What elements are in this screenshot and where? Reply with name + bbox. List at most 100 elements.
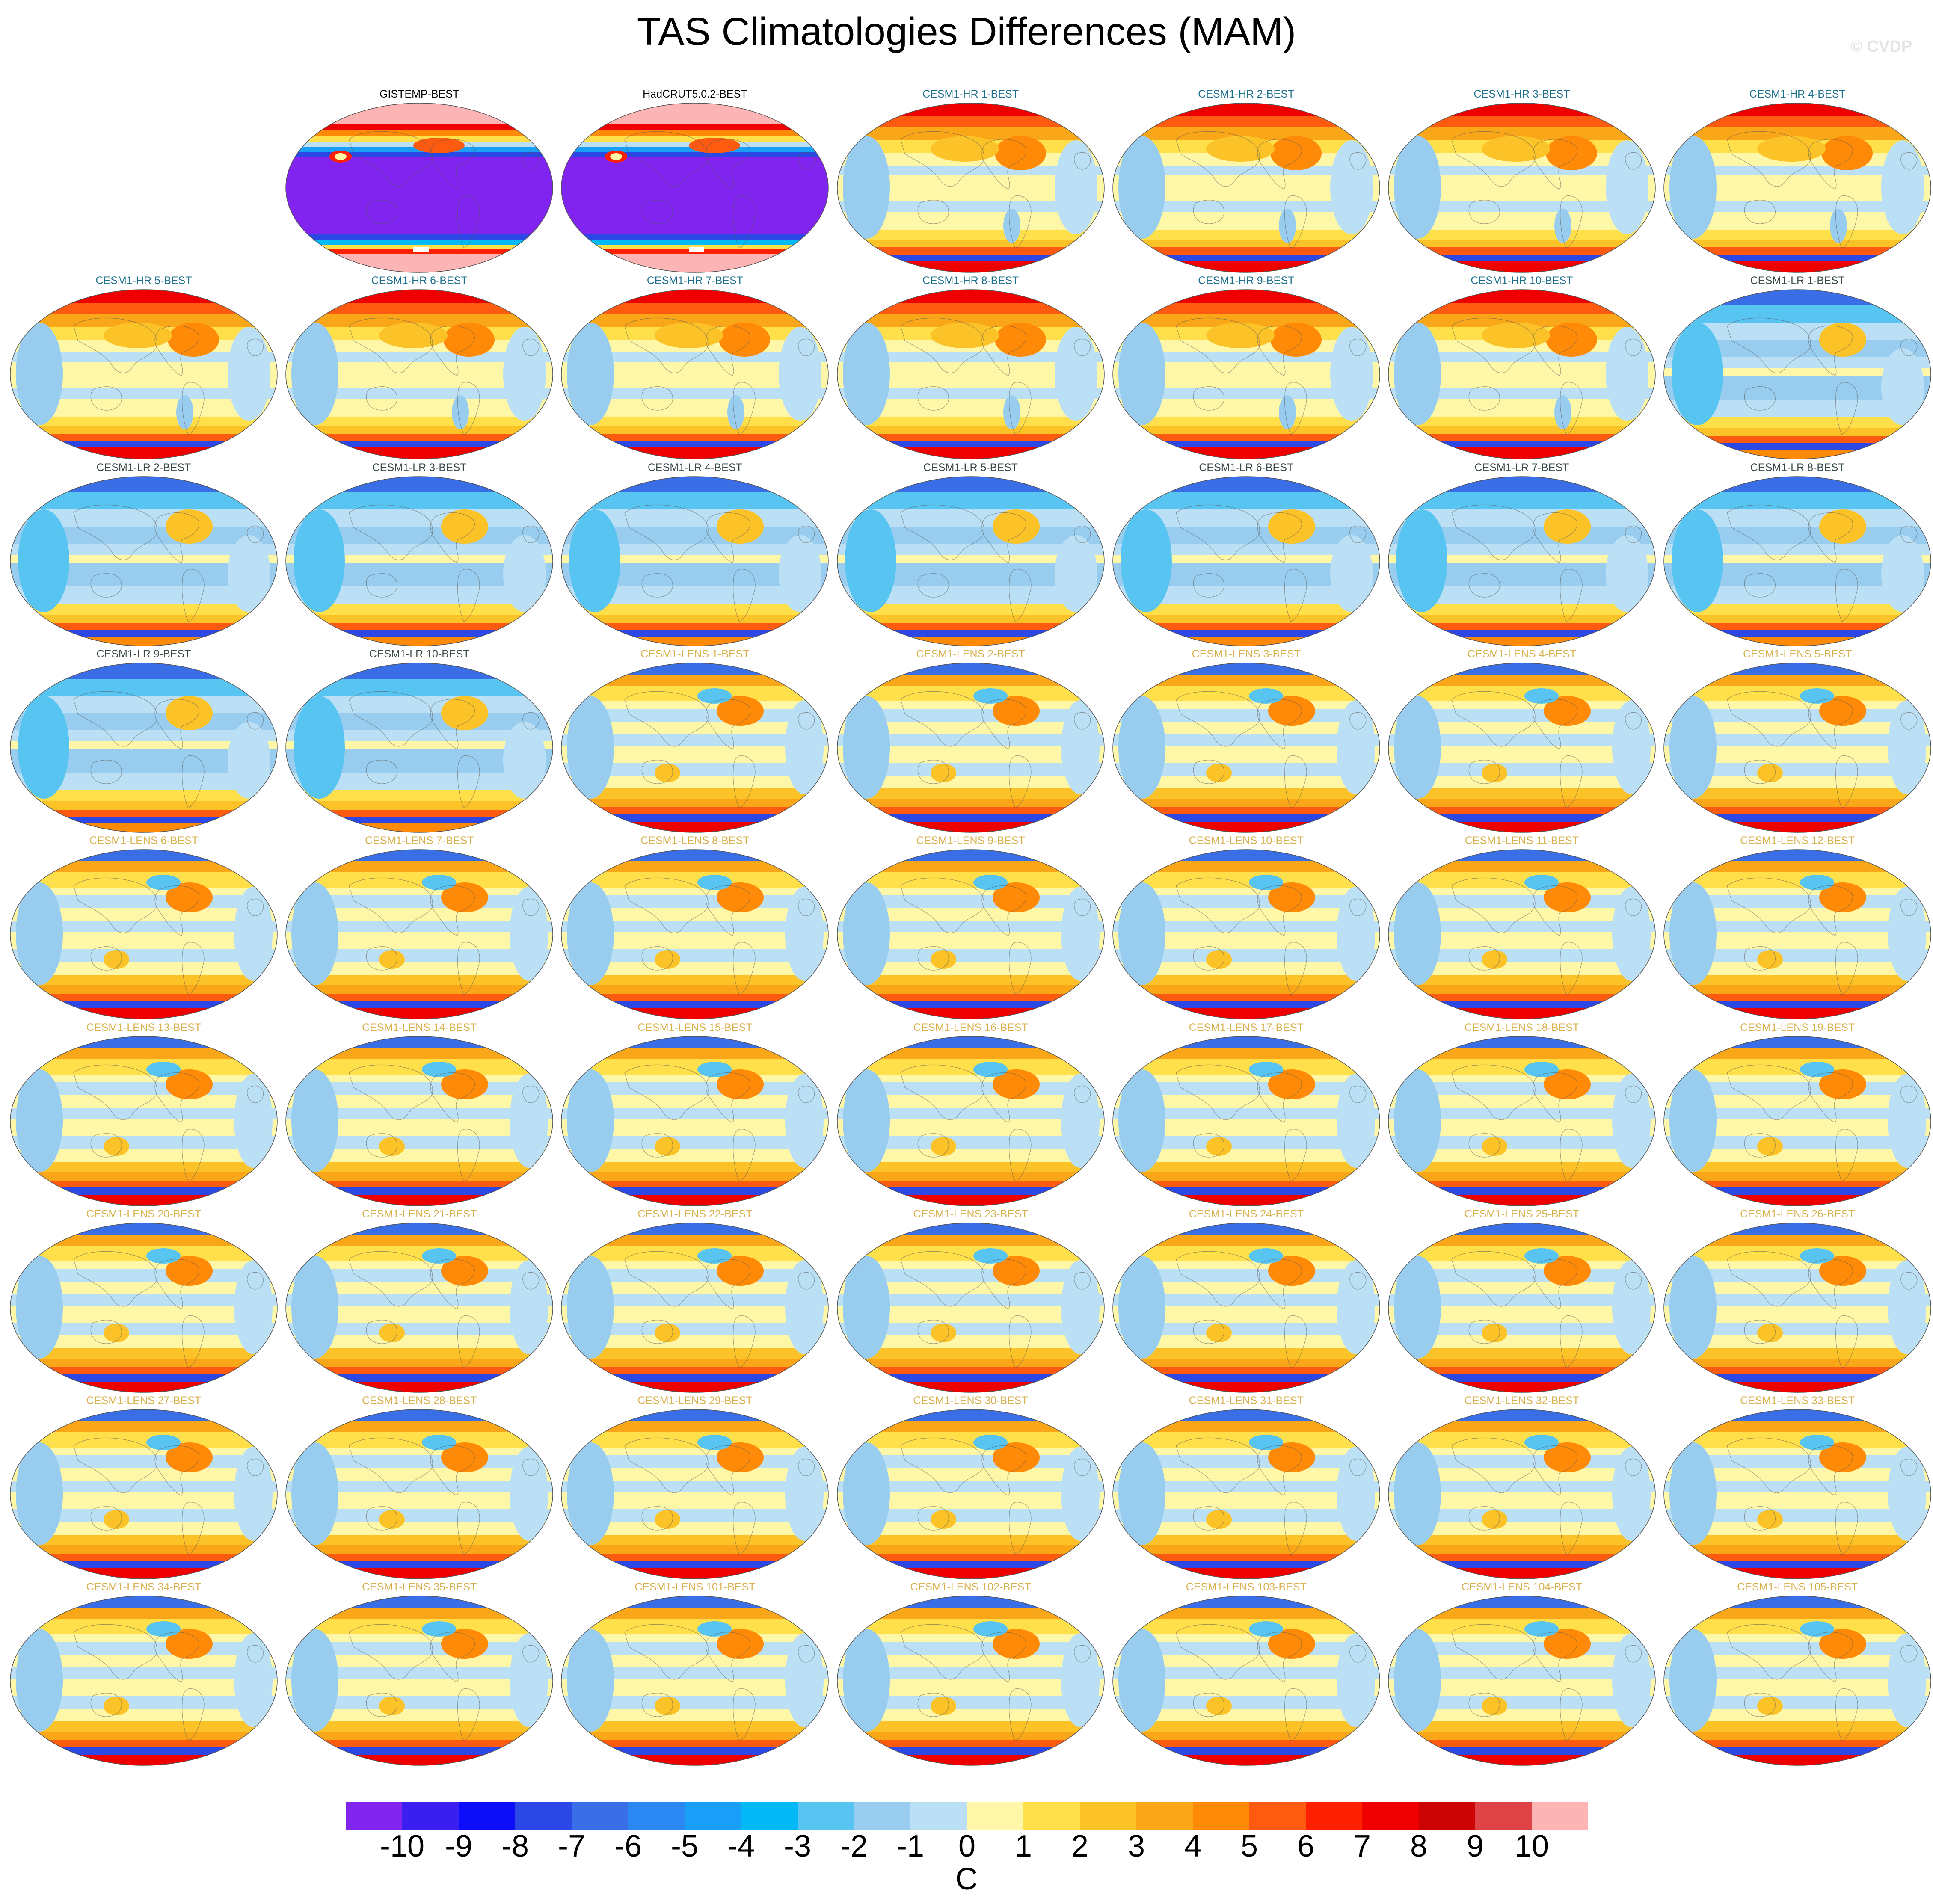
colorbar-segment [572,1802,629,1830]
map-panel-label: GISTEMP-BEST [379,88,460,100]
map-field [561,1409,829,1579]
map-panel: HadCRUT5.0.2-BEST [558,88,832,275]
colorbar-segment [1532,1802,1588,1830]
map-field [10,849,278,1019]
map-panel-label: CESM1-LENS 6-BEST [89,835,199,847]
map-panel: CESM1-LENS 25-BEST [1385,1208,1659,1395]
map-panel-label: HadCRUT5.0.2-BEST [643,88,747,100]
colorbar-segment [1475,1802,1532,1830]
map-panel-label: CESM1-HR 3-BEST [1473,88,1570,100]
map-panel-label: CESM1-LENS 15-BEST [637,1021,753,1033]
map-panel-label: CESM1-LR 7-BEST [1474,461,1569,474]
map-panel: CESM1-LENS 24-BEST [1109,1208,1383,1395]
map-panel: CESM1-LENS 33-BEST [1660,1395,1933,1581]
colorbar-tick-label: 2 [1071,1829,1089,1863]
map-panel-label: CESM1-LENS 28-BEST [362,1395,477,1407]
map-field [836,1409,1105,1579]
map-field [836,663,1105,833]
map-field [10,1409,278,1579]
map-panel: CESM1-HR 1-BEST [834,88,1108,275]
map-field [10,1596,278,1766]
map-field [1388,103,1656,273]
colorbar-segment [967,1802,1024,1830]
map-field [836,1223,1105,1393]
map-panel-label: CESM1-LR 5-BEST [923,461,1018,474]
map-panel: CESM1-LENS 104-BEST [1385,1581,1659,1768]
colorbar-tick-label: -9 [445,1829,473,1863]
map-panel-label: CESM1-HR 7-BEST [646,275,743,287]
map-panel: CESM1-LR 1-BEST [1660,275,1933,461]
colorbar-segment [1249,1802,1306,1830]
map-panel: CESM1-LENS 101-BEST [558,1581,832,1768]
map-panel: CESM1-LENS 31-BEST [1109,1395,1383,1581]
map-panel-label: CESM1-LENS 2-BEST [916,648,1025,660]
colorbar-segment [1419,1802,1476,1830]
map-panel: CESM1-LENS 35-BEST [282,1581,556,1768]
map-field [10,1036,278,1206]
map-field [1388,1409,1656,1579]
map-panel-label: CESM1-LENS 18-BEST [1464,1021,1580,1033]
colorbar-segment [685,1802,741,1830]
map-field [1663,476,1931,646]
map-field [1388,289,1656,460]
map-field [1112,1223,1380,1393]
map-field [285,1223,553,1393]
colorbar-tick-label: 9 [1466,1829,1484,1863]
map-panel-label: CESM1-LENS 22-BEST [637,1208,753,1220]
map-field [1112,476,1380,646]
watermark: © CVDP [1850,38,1912,56]
map-panel: CESM1-HR 10-BEST [1385,275,1659,461]
colorbar-tick-label: -4 [727,1829,755,1863]
map-panel: CESM1-HR 4-BEST [1660,88,1933,275]
map-panel-label: CESM1-LENS 103-BEST [1186,1581,1307,1593]
map-panel: CESM1-LENS 28-BEST [282,1395,556,1581]
map-panel: CESM1-HR 9-BEST [1109,275,1383,461]
map-panel: CESM1-LENS 8-BEST [558,835,832,1021]
map-field [561,476,829,646]
map-panel: CESM1-LENS 29-BEST [558,1395,832,1581]
map-panel-label: CESM1-LENS 19-BEST [1740,1021,1855,1033]
map-field [561,1223,829,1393]
map-panel: CESM1-LENS 2-BEST [834,648,1108,835]
map-panel: CESM1-LENS 32-BEST [1385,1395,1659,1581]
map-field [836,1036,1105,1206]
map-panel: CESM1-LR 10-BEST [282,648,556,835]
map-panel: CESM1-LENS 20-BEST [7,1208,281,1395]
map-panel: CESM1-LENS 3-BEST [1109,648,1383,835]
map-panel: CESM1-HR 6-BEST [282,275,556,461]
colorbar-segment [346,1802,403,1830]
map-field [1663,1596,1931,1766]
map-panel-label: CESM1-LR 4-BEST [647,461,742,474]
map-field [836,289,1105,460]
map-panel: CESM1-HR 5-BEST [7,275,281,461]
map-panel-label: CESM1-LENS 31-BEST [1189,1395,1304,1407]
map-panel-label: CESM1-HR 6-BEST [371,275,468,287]
map-panel-label: CESM1-LENS 13-BEST [86,1021,202,1033]
colorbar-segment [515,1802,572,1830]
map-field [1112,1036,1380,1206]
map-field [10,1223,278,1393]
colorbar-tick-label: 7 [1353,1829,1371,1863]
map-panel-label: CESM1-LR 1-BEST [1750,275,1845,287]
map-panel-label: CESM1-LENS 11-BEST [1465,835,1579,847]
figure-title: TAS Climatologies Differences (MAM) [637,10,1296,53]
map-panel: CESM1-LENS 14-BEST [282,1022,556,1208]
colorbar-tick-label: -2 [840,1829,868,1863]
map-panel-label: CESM1-LENS 105-BEST [1737,1581,1858,1593]
map-field [1388,663,1656,833]
colorbar-segment [1362,1802,1419,1830]
map-field [1112,103,1380,273]
map-panel: CESM1-LENS 27-BEST [7,1395,281,1581]
map-field [561,663,829,833]
map-panel: CESM1-LENS 30-BEST [834,1395,1108,1581]
map-panel-label: CESM1-LR 2-BEST [96,461,191,474]
map-panel-label: CESM1-LENS 23-BEST [913,1208,1028,1220]
map-panel: CESM1-LENS 21-BEST [282,1208,556,1395]
colorbar-segment [1193,1802,1250,1830]
map-panel: GISTEMP-BEST [282,88,556,275]
map-field [285,1036,553,1206]
map-field [836,849,1105,1019]
map-panel: CESM1-LENS 13-BEST [7,1022,281,1208]
colorbar-segment [798,1802,854,1830]
colorbar-tick-label: 4 [1184,1829,1202,1863]
